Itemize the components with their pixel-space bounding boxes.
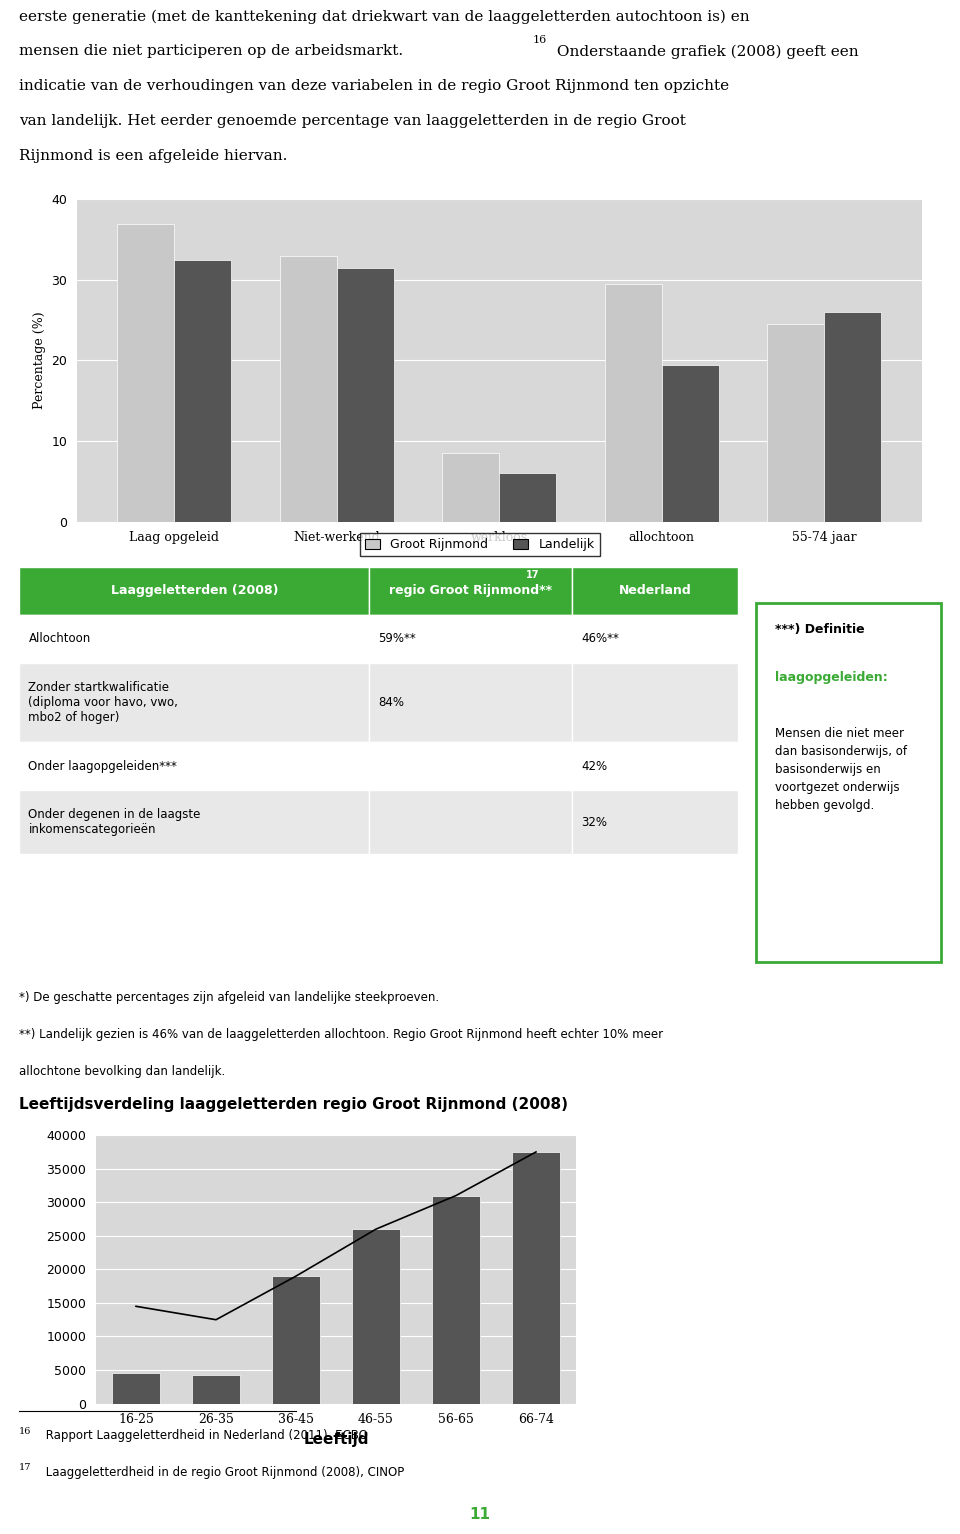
Text: allochtone bevolking dan landelijk.: allochtone bevolking dan landelijk. <box>19 1065 226 1077</box>
Text: Mensen die niet meer
dan basisonderwijs, of
basisonderwijs en
voortgezet onderwi: Mensen die niet meer dan basisonderwijs,… <box>775 727 907 811</box>
Text: 11: 11 <box>469 1508 491 1522</box>
FancyBboxPatch shape <box>572 615 738 663</box>
Text: *) De geschatte percentages zijn afgeleid van landelijke steekproeven.: *) De geschatte percentages zijn afgelei… <box>19 991 440 1003</box>
Text: Zonder startkwalificatie
(diploma voor havo, vwo,
mbo2 of hoger): Zonder startkwalificatie (diploma voor h… <box>29 681 179 724</box>
Text: Laaggeletterden (2008): Laaggeletterden (2008) <box>110 584 278 597</box>
Legend: Groot Rijnmond, Landelijk: Groot Rijnmond, Landelijk <box>360 534 600 555</box>
FancyBboxPatch shape <box>19 615 370 663</box>
FancyBboxPatch shape <box>572 568 738 615</box>
Bar <box>112 1373 160 1404</box>
FancyBboxPatch shape <box>572 663 738 742</box>
Bar <box>512 1152 560 1404</box>
Text: Laaggeletterdheid in de regio Groot Rijnmond (2008), CINOP: Laaggeletterdheid in de regio Groot Rijn… <box>42 1467 404 1479</box>
FancyBboxPatch shape <box>19 790 370 854</box>
Text: mensen die niet participeren op de arbeidsmarkt.: mensen die niet participeren op de arbei… <box>19 44 403 58</box>
Bar <box>605 284 661 522</box>
Bar <box>499 472 556 522</box>
Bar <box>824 313 881 522</box>
Bar <box>352 1229 400 1404</box>
Text: Nederland: Nederland <box>619 584 691 597</box>
Text: regio Groot Rijnmond**: regio Groot Rijnmond** <box>389 584 552 597</box>
Text: 16: 16 <box>533 35 547 44</box>
Text: Onder laagopgeleiden***: Onder laagopgeleiden*** <box>29 759 178 773</box>
Text: eerste generatie (met de kanttekening dat driekwart van de laaggeletterden autoc: eerste generatie (met de kanttekening da… <box>19 9 750 23</box>
Text: 16: 16 <box>19 1427 32 1436</box>
FancyBboxPatch shape <box>370 790 572 854</box>
FancyBboxPatch shape <box>572 790 738 854</box>
Text: Allochtoon: Allochtoon <box>29 632 90 646</box>
FancyBboxPatch shape <box>19 568 370 615</box>
Text: 17: 17 <box>19 1463 32 1473</box>
Bar <box>767 324 824 522</box>
FancyBboxPatch shape <box>19 663 370 742</box>
Bar <box>117 224 175 522</box>
Bar <box>280 256 337 522</box>
Text: 59%**: 59%** <box>378 632 417 646</box>
Text: Leeftijdsverdeling laaggeletterden regio Groot Rijnmond (2008): Leeftijdsverdeling laaggeletterden regio… <box>19 1097 568 1112</box>
Bar <box>192 1376 240 1404</box>
Bar <box>337 268 394 522</box>
Bar <box>443 453 499 522</box>
Bar <box>432 1195 480 1404</box>
Bar <box>272 1276 320 1404</box>
Text: Onderstaande grafiek (2008) geeft een: Onderstaande grafiek (2008) geeft een <box>552 44 858 58</box>
FancyBboxPatch shape <box>370 742 572 790</box>
FancyBboxPatch shape <box>370 568 572 615</box>
Text: Rijnmond is een afgeleide hiervan.: Rijnmond is een afgeleide hiervan. <box>19 149 288 163</box>
Text: laagopgeleiden:: laagopgeleiden: <box>775 670 888 684</box>
FancyBboxPatch shape <box>370 663 572 742</box>
FancyBboxPatch shape <box>756 603 941 962</box>
FancyBboxPatch shape <box>19 742 370 790</box>
Text: 17: 17 <box>526 571 540 580</box>
Text: **) Landelijk gezien is 46% van de laaggeletterden allochtoon. Regio Groot Rijnm: **) Landelijk gezien is 46% van de laagg… <box>19 1028 663 1040</box>
Bar <box>661 365 718 522</box>
Text: ***) Definitie: ***) Definitie <box>775 623 865 635</box>
Text: van landelijk. Het eerder genoemde percentage van laaggeletterden in de regio Gr: van landelijk. Het eerder genoemde perce… <box>19 114 686 129</box>
Y-axis label: Percentage (%): Percentage (%) <box>33 311 46 410</box>
Text: 84%: 84% <box>378 696 404 709</box>
FancyBboxPatch shape <box>370 615 572 663</box>
Bar <box>175 259 231 522</box>
Text: Rapport Laaggeletterdheid in Nederland (2011). ECBO: Rapport Laaggeletterdheid in Nederland (… <box>42 1430 368 1442</box>
FancyBboxPatch shape <box>572 742 738 790</box>
Text: Onder degenen in de laagste
inkomenscategorieën: Onder degenen in de laagste inkomenscate… <box>29 808 201 836</box>
X-axis label: Leeftijd: Leeftijd <box>303 1431 369 1447</box>
Text: indicatie van de verhoudingen van deze variabelen in de regio Groot Rijnmond ten: indicatie van de verhoudingen van deze v… <box>19 80 730 94</box>
Text: 32%: 32% <box>582 816 608 828</box>
Text: 46%**: 46%** <box>582 632 619 646</box>
Text: 42%: 42% <box>582 759 608 773</box>
